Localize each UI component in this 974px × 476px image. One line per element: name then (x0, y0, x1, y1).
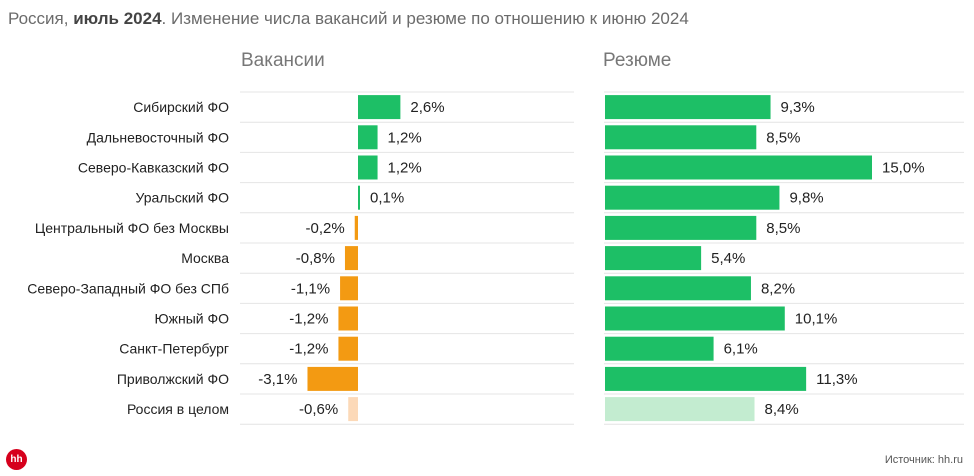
category-label: Северо-Кавказский ФО (78, 160, 229, 176)
category-label: Россия в целом (127, 401, 229, 417)
bar (340, 276, 358, 301)
bar (605, 397, 755, 422)
bar (605, 215, 757, 240)
hh-logo: hh (6, 449, 27, 470)
category-label: Приволжский ФО (117, 371, 229, 387)
bar (605, 95, 771, 120)
bar (605, 336, 714, 361)
bar (605, 125, 757, 150)
data-label: 11,3% (816, 371, 857, 388)
data-label: 0,1% (370, 190, 404, 207)
category-label: Центральный ФО без Москвы (35, 220, 229, 236)
data-label: -0,6% (299, 401, 338, 418)
chart-title: Россия, июль 2024. Изменение числа вакан… (8, 9, 689, 28)
data-label: 15,0% (882, 160, 925, 177)
data-label: 2,6% (410, 99, 444, 116)
data-label: 1,2% (388, 129, 422, 146)
bar (348, 397, 358, 422)
panel-title: Вакансии (241, 50, 325, 71)
data-label: 10,1% (795, 311, 838, 328)
data-label: 8,5% (766, 220, 800, 237)
bar (358, 155, 378, 180)
data-label: -0,8% (296, 250, 335, 267)
category-label: Северо-Западный ФО без СПб (27, 280, 229, 296)
bar (354, 215, 358, 240)
bar (358, 95, 401, 120)
bar (338, 336, 358, 361)
bar (605, 276, 751, 301)
data-label: 9,8% (789, 190, 823, 207)
data-label: 1,2% (388, 160, 422, 177)
source-note: Источник: hh.ru (884, 454, 963, 466)
data-label: -0,2% (306, 220, 345, 237)
category-label: Москва (181, 250, 229, 266)
data-label: 6,1% (724, 341, 758, 358)
bar (358, 185, 360, 210)
data-label: 8,2% (761, 280, 795, 297)
data-label: -3,1% (258, 371, 297, 388)
bar (605, 246, 702, 271)
category-label: Уральский ФО (136, 190, 230, 206)
category-label: Южный ФО (154, 311, 229, 327)
bar (358, 125, 378, 150)
category-label: Санкт-Петербург (119, 341, 229, 357)
panel-title: Резюме (603, 50, 671, 71)
category-label: Дальневосточный ФО (87, 129, 229, 145)
bar (338, 306, 358, 331)
bar (605, 366, 807, 391)
bar (605, 155, 872, 180)
data-label: 5,4% (711, 250, 745, 267)
chart-title-period: июль 2024 (73, 9, 162, 28)
data-label: -1,2% (289, 341, 328, 358)
data-label: -1,2% (289, 311, 328, 328)
category-label: Сибирский ФО (133, 99, 229, 115)
data-label: 8,5% (766, 129, 800, 146)
bar (605, 306, 785, 331)
bar (605, 185, 780, 210)
bar (307, 366, 358, 391)
data-label: -1,1% (291, 280, 330, 297)
data-label: 8,4% (765, 401, 799, 418)
data-label: 9,3% (781, 99, 815, 116)
bar (344, 246, 358, 271)
